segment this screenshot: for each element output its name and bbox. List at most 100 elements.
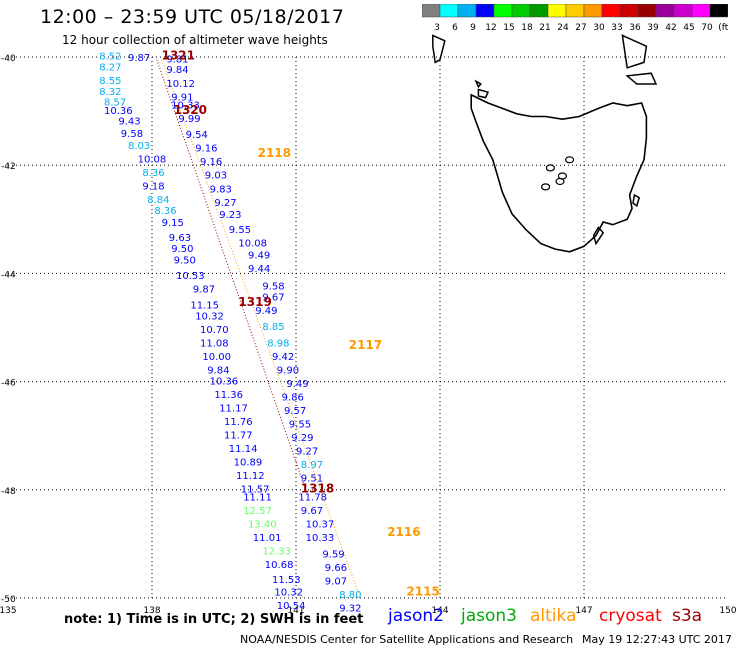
- legend-label: 24: [557, 23, 569, 33]
- legend-label: 6: [452, 23, 458, 33]
- legend-label: (ft): [718, 23, 728, 33]
- wave-height-label: 9.07: [325, 576, 347, 587]
- wave-height-label: 9.67: [301, 506, 323, 517]
- credit-line: NOAA/NESDIS Center for Satellite Applica…: [240, 633, 574, 646]
- wave-height-label: 9.23: [219, 210, 241, 221]
- wave-height-label: 10.89: [234, 457, 263, 468]
- wave-height-label: 9.44: [248, 264, 270, 275]
- pass-time-label: 2118: [258, 146, 291, 160]
- latitude-label: -44: [1, 270, 16, 280]
- wave-height-label: 9.66: [325, 563, 347, 574]
- longitude-label: 141: [287, 606, 304, 616]
- footer-note: note: 1) Time is in UTC; 2) SWH is in fe…: [64, 612, 364, 627]
- wave-height-label: 8.27: [99, 63, 121, 74]
- wave-height-label: 11.08: [200, 338, 229, 349]
- wave-height-label: 12.33: [262, 547, 291, 558]
- wave-height-label: 11.15: [190, 301, 219, 312]
- wave-height-label: 9.16: [195, 144, 217, 155]
- wave-height-label: 10.70: [200, 325, 229, 336]
- wave-height-label: 10.33: [306, 533, 335, 544]
- wave-height-label: 9.55: [229, 225, 251, 236]
- maria-island-shape: [632, 193, 641, 208]
- latitude-label: -46: [1, 379, 16, 389]
- legend-label: 27: [575, 23, 586, 33]
- legend-label: 9: [470, 23, 476, 33]
- wave-height-label: 9.49: [286, 379, 308, 390]
- legend-swatch: [709, 4, 728, 18]
- satellite-cryosat: cryosat: [599, 606, 662, 626]
- tasmania-coastline: [470, 93, 648, 253]
- wave-height-label: 10.37: [306, 520, 335, 531]
- legend-label: 36: [629, 23, 641, 33]
- wave-height-label: 9.57: [284, 406, 306, 417]
- satellite-altika: altika: [530, 606, 577, 626]
- satellite-s3a: s3a: [672, 606, 703, 626]
- wave-height-label: 9.51: [301, 474, 323, 485]
- page-title: 12:00 – 23:59 UTC 05/18/2017: [40, 6, 345, 28]
- wave-height-label: 10.68: [265, 560, 294, 571]
- pass-time-label: 1319: [238, 295, 271, 309]
- longitude-label: 150: [719, 606, 736, 616]
- wave-height-label: 9.90: [277, 365, 299, 376]
- wave-height-label: 9.99: [178, 114, 200, 125]
- legend-label: 15: [503, 23, 514, 33]
- flinders-island-shape: [621, 34, 648, 69]
- legend-label: 21: [539, 23, 550, 33]
- lake-shape: [545, 164, 556, 172]
- lake-shape: [540, 183, 551, 191]
- wave-height-label: 8.36: [154, 206, 176, 217]
- legend-label: 33: [611, 23, 622, 33]
- wave-height-label: 10.33: [171, 100, 200, 111]
- wave-height-label: 8.97: [301, 460, 323, 471]
- wave-height-label: 9.18: [142, 182, 164, 193]
- wave-height-label: 9.43: [118, 117, 140, 128]
- lake-shape: [555, 177, 565, 186]
- pass-time-label: 1321: [162, 49, 195, 63]
- wave-height-label: 8.03: [128, 141, 150, 152]
- page-subtitle: 12 hour collection of altimeter wave hei…: [62, 33, 328, 47]
- wave-height-label: 8.52: [99, 52, 121, 63]
- wave-height-label: 10.36: [104, 106, 133, 117]
- wave-height-label: 8.55: [99, 76, 121, 87]
- generated-timestamp: May 19 12:27:43 UTC 2017: [582, 633, 732, 646]
- bruny-island-shape: [592, 226, 605, 246]
- longitude-label: 135: [0, 606, 17, 616]
- pass-time-label: 2117: [349, 338, 382, 352]
- wave-height-label: 8.36: [142, 168, 164, 179]
- wave-height-label: 9.16: [200, 157, 222, 168]
- wave-height-label: 8.98: [267, 338, 289, 349]
- wave-height-label: 11.01: [253, 533, 282, 544]
- wave-height-label: 9.87: [193, 284, 215, 295]
- king-island-shape: [432, 34, 446, 64]
- wave-height-label: 9.63: [169, 233, 191, 244]
- wave-height-label: 9.42: [272, 352, 294, 363]
- wave-height-label: 9.83: [210, 184, 232, 195]
- satellite-jason2: jason2: [388, 606, 444, 626]
- wave-height-label: 11.76: [224, 417, 253, 428]
- wave-height-label: 9.49: [248, 250, 270, 261]
- wave-height-label: 11.17: [219, 403, 248, 414]
- lake-shape: [564, 156, 575, 164]
- wave-height-label: 10.32: [274, 587, 303, 598]
- wave-height-label: 9.55: [289, 420, 311, 431]
- wave-height-label: 11.14: [229, 444, 258, 455]
- wave-height-label: 9.03: [205, 171, 227, 182]
- wave-height-label: 9.27: [214, 198, 236, 209]
- wave-height-label: 9.86: [282, 393, 304, 404]
- wave-height-label: 10.53: [176, 271, 205, 282]
- cape-barren-island-shape: [625, 72, 658, 85]
- wave-height-label: 11.12: [236, 471, 265, 482]
- pass-time-label: 1318: [301, 482, 334, 496]
- wave-height-label: 10.08: [238, 238, 267, 249]
- wave-height-label: 12.57: [243, 506, 272, 517]
- wave-height-label: 11.57: [241, 485, 270, 496]
- wave-height-label: 10.54: [277, 601, 306, 612]
- wave-height-label: 9.59: [322, 549, 344, 560]
- wave-height-label: 9.50: [171, 244, 193, 255]
- wave-height-label: 8.32: [99, 87, 121, 98]
- wave-height-label: 10.36: [210, 376, 239, 387]
- wave-height-label: 9.15: [162, 218, 184, 229]
- wave-height-label: 9.29: [291, 433, 313, 444]
- legend-label: 45: [683, 23, 694, 33]
